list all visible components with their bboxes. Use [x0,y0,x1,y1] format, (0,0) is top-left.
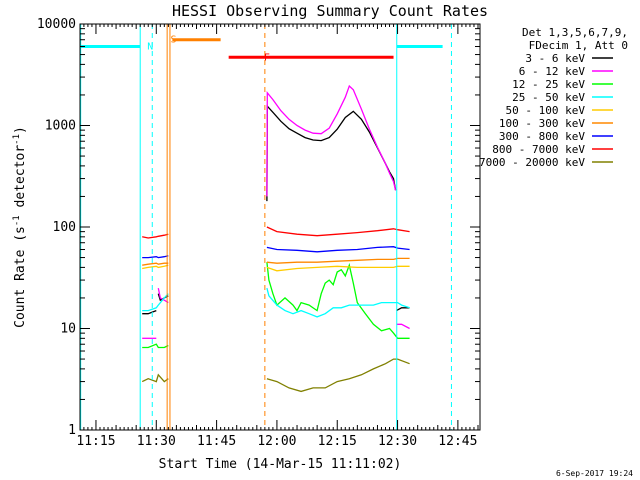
y-axis-label: Count Rate (s-1 detector-1) [12,126,28,328]
timestamp: 6-Sep-2017 19:24 [556,469,633,478]
series-line-3-0 [142,293,169,312]
x-tick-label: 12:00 [257,434,296,449]
legend: Det 1,3,5,6,7,9,FDecim 1, Att 03 - 6 keV… [479,26,628,169]
series-line-8-0 [141,373,169,383]
flag-letter-1: S [171,35,177,46]
series-line-0-0 [142,309,157,315]
legend-header-0: Det 1,3,5,6,7,9, [522,26,628,39]
marker-layer: N S F [80,24,452,430]
legend-entry-label-7: 800 - 7000 keV [492,143,585,156]
x-tick-label: 12:45 [438,434,477,449]
x-tick-label: 11:30 [137,434,176,449]
series-line-5-1 [266,257,410,264]
x-tick-label: 12:15 [318,434,357,449]
x-tick-label: 11:45 [197,434,236,449]
series-line-2-1 [266,262,410,339]
y-tick-label: 10 [60,322,76,337]
series-line-7-0 [142,233,169,239]
y-tick-label: 1000 [45,119,76,134]
y-label-superscript-1: -1 [12,215,22,226]
legend-entry-label-5: 100 - 300 keV [499,117,585,130]
legend-entry-label-6: 300 - 800 keV [499,130,585,143]
y-label-superscript-2: -1 [12,134,22,145]
legend-entry-label-0: 3 - 6 keV [525,52,585,65]
y-tick-label: 1 [68,423,76,438]
x-tick-label: 11:15 [76,434,115,449]
series-line-5-0 [142,262,169,266]
axis-layer: 1 10 100 1000 10000 11:15 11:30 11:45 12:00 12:15… [37,17,480,449]
legend-header-1: FDecim 1, Att 0 [529,39,628,52]
series-line-2-0 [142,343,169,349]
flag-letter-0: N [147,42,153,53]
series-line-7-1 [266,226,410,237]
series-line-1-3 [396,323,410,330]
series-line-4-1 [266,265,410,272]
series-line-1-1 [157,287,169,304]
legend-entry-label-8: 7000 - 20000 keV [479,156,585,169]
legend-entry-label-1: 6 - 12 keV [519,65,586,78]
legend-entry-label-4: 50 - 100 keV [506,104,586,117]
series-line-8-1 [266,358,410,393]
series-line-6-1 [266,246,410,253]
series-line-4-0 [142,264,169,270]
series-line-1-2 [266,84,397,197]
y-tick-label: 100 [53,220,76,235]
x-axis-label: Start Time (14-Mar-15 11:11:02) [159,457,402,472]
series-line-6-0 [142,255,169,259]
series-layer [141,84,410,393]
legend-entry-label-3: 25 - 50 keV [512,91,585,104]
chart-title: HESSI Observing Summary Count Rates [172,2,488,20]
series-line-3-1 [266,287,410,318]
x-tick-label: 12:30 [378,434,417,449]
legend-entry-label-2: 12 - 25 keV [512,78,585,91]
flag-letter-2: F [264,52,270,63]
y-tick-label: 10000 [37,17,76,32]
series-line-0-3 [396,307,410,312]
